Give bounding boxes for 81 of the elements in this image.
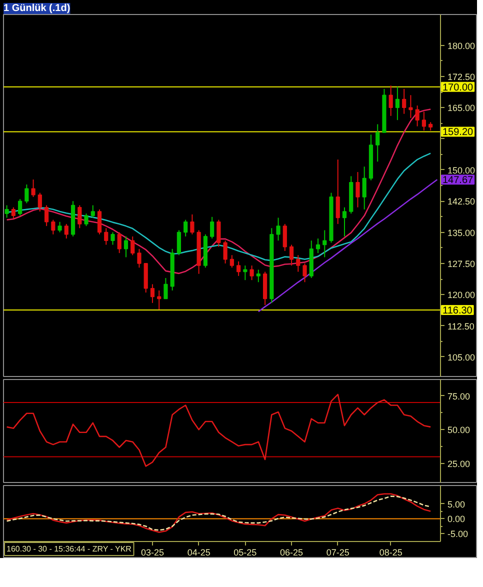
candlestick — [38, 192, 42, 212]
y-tick-label: 180.00 — [448, 40, 476, 51]
candlestick — [250, 265, 254, 281]
candlestick — [84, 213, 88, 227]
candlestick — [117, 232, 122, 254]
candlestick — [78, 204, 82, 229]
candlestick — [336, 159, 340, 224]
candlestick — [395, 86, 400, 121]
line-series — [258, 178, 438, 312]
y-tick-label: 75.00 — [448, 391, 470, 402]
candlestick — [356, 172, 360, 208]
candlestick — [342, 206, 347, 237]
candlestick — [4, 204, 9, 218]
candlestick — [97, 208, 102, 235]
x-tick-label: 05-25 — [234, 548, 257, 558]
candlestick — [90, 204, 95, 218]
candlestick — [210, 216, 214, 240]
candlestick — [184, 219, 188, 237]
ref-line-label: 170.00 — [442, 82, 474, 94]
candlestick — [302, 262, 307, 283]
candlestick — [282, 223, 287, 252]
candlestick — [223, 240, 228, 264]
candlestick — [408, 94, 413, 118]
candlestick — [415, 105, 420, 127]
y-tick-label: 25.00 — [448, 459, 470, 470]
candlestick — [64, 223, 68, 240]
candlestick — [376, 124, 380, 162]
candlestick — [130, 236, 135, 256]
text: 160.30 - 30 - 15:36:44 - ZRY - YKR — [6, 544, 132, 554]
y-tick-label: 165.00 — [448, 103, 476, 114]
candlestick — [236, 260, 241, 276]
y-tick-label: 112.50 — [448, 321, 474, 332]
y-tick-label: 0.00 — [448, 514, 466, 524]
x-tick-label: 07-25 — [326, 548, 350, 558]
candlestick — [150, 284, 155, 304]
candlestick — [137, 248, 142, 268]
ref-line-label: 159.20 — [442, 127, 474, 138]
candlestick — [164, 278, 168, 300]
line-series — [6, 394, 432, 467]
x-tick-label: 06-25 — [280, 548, 304, 558]
y-tick-label: 172.50 — [448, 72, 476, 82]
candlestick — [402, 88, 406, 114]
candlestick — [422, 111, 426, 131]
x-tick-label: 03-25 — [140, 548, 164, 558]
chart-title: 1 Günlük (.1d) — [4, 3, 70, 14]
line-series — [6, 108, 432, 274]
y-tick-label: 142.50 — [448, 196, 476, 207]
candlestick — [176, 230, 182, 256]
candlestick — [44, 204, 49, 227]
candlestick — [362, 166, 366, 210]
ref-line-label: 116.30 — [442, 306, 473, 316]
candlestick — [11, 206, 16, 220]
candlestick — [58, 221, 62, 233]
y-tick-label: 120.00 — [448, 290, 476, 300]
data-label: 147.67 — [442, 175, 474, 186]
candlestick — [289, 244, 294, 266]
candlestick — [190, 214, 194, 235]
candlestick — [104, 228, 108, 246]
y-tick-label: -5.00 — [448, 529, 468, 540]
candlestick — [31, 179, 36, 198]
candlestick — [296, 254, 300, 272]
candlestick — [24, 184, 29, 204]
x-tick-label: 04-25 — [187, 548, 210, 558]
candlestick — [216, 219, 221, 248]
x-tick-label: 08-25 — [379, 548, 402, 558]
candlestick — [322, 230, 327, 258]
candlestick — [276, 217, 280, 242]
y-tick-label: 105.00 — [448, 352, 476, 362]
y-tick-label: 127.50 — [448, 258, 476, 269]
candlestick — [51, 219, 56, 235]
candlestick — [124, 236, 128, 258]
candlestick — [18, 198, 22, 216]
y-tick-label: 50.00 — [448, 425, 470, 436]
candlestick — [316, 238, 320, 254]
y-tick-label: 150.00 — [448, 165, 476, 176]
candlestick — [230, 254, 234, 268]
candlestick — [388, 85, 393, 116]
y-tick-label: 5.00 — [448, 499, 466, 510]
candlestick — [256, 269, 260, 283]
candlestick — [110, 232, 115, 246]
y-tick-label: 135.00 — [448, 228, 476, 238]
